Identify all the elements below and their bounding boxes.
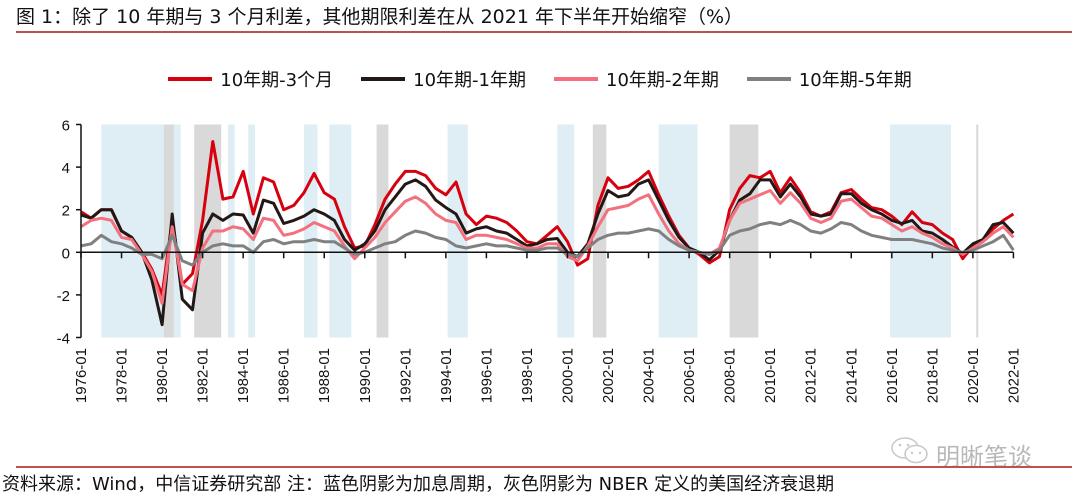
y-tick-label: -2 xyxy=(57,288,70,305)
x-tick-label: 2008-01 xyxy=(722,348,739,403)
y-tick-label: 4 xyxy=(62,160,70,177)
recession-band xyxy=(163,124,174,338)
x-tick-label: 1982-01 xyxy=(195,348,212,403)
hike-period-band xyxy=(101,124,164,338)
hike-period-band xyxy=(303,124,318,338)
watermark-text: 明晰笔谈 xyxy=(936,442,1032,471)
x-tick-label: 1986-01 xyxy=(276,348,293,403)
x-tick-label: 2004-01 xyxy=(641,348,658,403)
legend-label: 10年期-3个月 xyxy=(220,70,334,91)
legend-item-10y-5y: 10年期-5年期 xyxy=(746,66,912,92)
series-line-1 xyxy=(80,178,1015,327)
legend-swatch xyxy=(361,77,406,81)
series-line-3 xyxy=(80,218,1015,267)
series-line-0 xyxy=(80,140,1015,297)
shading-layer xyxy=(101,124,979,338)
legend-item-10y-2y: 10年期-2年期 xyxy=(554,66,719,92)
legend-swatch xyxy=(554,77,598,81)
x-tick-label: 2016-01 xyxy=(884,348,901,403)
x-tick-label: 1996-01 xyxy=(478,348,495,403)
wechat-icon xyxy=(890,436,930,472)
y-tick-label: 0 xyxy=(62,245,70,262)
x-tick-label: 1992-01 xyxy=(397,348,414,403)
legend-swatch xyxy=(168,77,213,81)
figure-title: 图 1：除了 10 年期与 3 个月利差，其他期限利差在从 2021 年下半年开… xyxy=(16,6,744,28)
x-tick-label: 1994-01 xyxy=(438,348,455,403)
legend-item-10y-1y: 10年期-1年期 xyxy=(361,66,526,92)
legend-label: 10年期-2年期 xyxy=(606,70,719,91)
x-tick-label: 1978-01 xyxy=(114,348,131,403)
x-tick-label: 1984-01 xyxy=(235,348,252,403)
y-tick-label: -4 xyxy=(57,331,70,348)
recession-band xyxy=(976,124,979,338)
legend-label: 10年期-1年期 xyxy=(413,70,526,91)
y-tick-label: 6 xyxy=(62,118,70,135)
hike-period-band xyxy=(173,124,181,338)
x-tick-label: 2014-01 xyxy=(843,348,860,403)
legend-label: 10年期-5年期 xyxy=(798,70,912,91)
x-tick-label: 2006-01 xyxy=(681,348,698,403)
x-tick-label: 2022-01 xyxy=(1005,348,1022,403)
x-tick-label: 2002-01 xyxy=(600,348,617,403)
x-tick-label: 1998-01 xyxy=(519,348,536,403)
series-layer xyxy=(80,140,1015,327)
x-tick-label: 2018-01 xyxy=(924,348,941,403)
x-tick-label: 2000-01 xyxy=(559,348,576,403)
recession-band xyxy=(592,124,607,338)
series-line-2 xyxy=(80,189,1015,305)
x-tick-label: 1988-01 xyxy=(316,348,333,403)
legend: 10年期-3个月 10年期-1年期 10年期-2年期 10年期-5年期 xyxy=(0,66,1080,92)
recession-band xyxy=(376,124,389,338)
footer-divider xyxy=(16,466,1072,468)
source-note: 资料来源：Wind，中信证券研究部 注：蓝色阴影为加息周期，灰色阴影为 NBER… xyxy=(2,474,835,495)
legend-swatch xyxy=(746,77,791,81)
y-tick-label: 2 xyxy=(62,203,70,220)
hike-period-band xyxy=(447,124,468,338)
legend-item-10y-3m: 10年期-3个月 xyxy=(168,66,333,92)
watermark: 明晰笔谈 xyxy=(890,436,1032,472)
x-tick-label: 1976-01 xyxy=(73,348,90,403)
x-tick-label: 2020-01 xyxy=(965,348,982,403)
x-tick-label: 2010-01 xyxy=(762,348,779,403)
title-divider xyxy=(16,31,1072,33)
x-tick-label: 2012-01 xyxy=(803,348,820,403)
hike-period-band xyxy=(557,124,575,338)
hike-period-band xyxy=(227,124,235,338)
x-tick-label: 1990-01 xyxy=(357,348,374,403)
x-tick-label: 1980-01 xyxy=(154,348,171,403)
